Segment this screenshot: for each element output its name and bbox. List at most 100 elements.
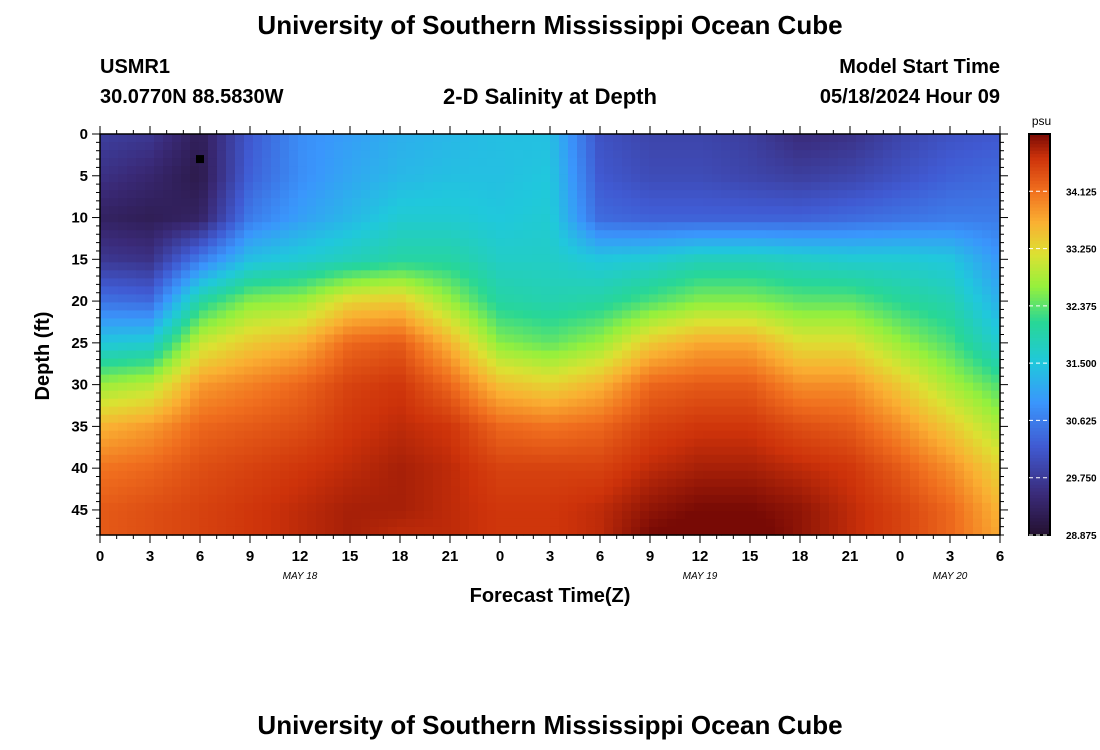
heatmap-cell xyxy=(865,174,875,183)
heatmap-cell xyxy=(802,470,812,480)
heatmap-cell xyxy=(874,486,884,496)
heatmap-cell xyxy=(217,454,227,464)
heatmap-cell xyxy=(136,518,146,528)
heatmap-cell xyxy=(847,174,857,183)
heatmap-cell xyxy=(532,478,542,488)
heatmap-cell xyxy=(865,430,875,440)
heatmap-cell xyxy=(172,430,182,440)
heatmap-cell xyxy=(883,502,893,512)
heatmap-cell xyxy=(532,406,542,416)
heatmap-cell xyxy=(199,222,209,231)
heatmap-cell xyxy=(964,438,974,448)
heatmap-cell xyxy=(271,518,281,528)
heatmap-cell xyxy=(253,430,263,440)
heatmap-cell xyxy=(199,502,209,512)
heatmap-cell xyxy=(946,254,956,263)
heatmap-cell xyxy=(478,142,488,151)
heatmap-cell xyxy=(685,174,695,183)
heatmap-cell xyxy=(208,470,218,480)
heatmap-cell xyxy=(514,406,524,416)
heatmap-cell xyxy=(424,230,434,239)
heatmap-cell xyxy=(865,510,875,520)
heatmap-cell xyxy=(415,438,425,448)
heatmap-cell xyxy=(667,366,677,376)
heatmap-cell xyxy=(730,486,740,496)
heatmap-cell xyxy=(406,526,416,536)
heatmap-cell xyxy=(964,150,974,159)
heatmap-cell xyxy=(721,350,731,360)
heatmap-cell xyxy=(388,366,398,376)
heatmap-cell xyxy=(595,222,605,231)
heatmap-cell xyxy=(613,190,623,199)
heatmap-cell xyxy=(226,342,236,352)
heatmap-cell xyxy=(316,246,326,255)
heatmap-cell xyxy=(127,334,137,344)
heatmap-cell xyxy=(640,390,650,400)
heatmap-cell xyxy=(217,350,227,360)
heatmap-cell xyxy=(424,318,434,328)
heatmap-cell xyxy=(298,454,308,464)
heatmap-cell xyxy=(667,174,677,183)
heatmap-cell xyxy=(163,286,173,295)
heatmap-cell xyxy=(271,278,281,287)
heatmap-cell xyxy=(397,230,407,239)
heatmap-cell xyxy=(505,462,515,472)
heatmap-cell xyxy=(856,286,866,295)
heatmap-cell xyxy=(730,398,740,408)
heatmap-cell xyxy=(208,134,218,143)
heatmap-cell xyxy=(352,150,362,159)
heatmap-cell xyxy=(784,350,794,360)
heatmap-cell xyxy=(127,270,137,279)
heatmap-cell xyxy=(460,462,470,472)
heatmap-cell xyxy=(991,254,1001,263)
heatmap-cell xyxy=(838,270,848,279)
heatmap-cell xyxy=(154,510,164,520)
heatmap-cell xyxy=(793,326,803,336)
heatmap-cell xyxy=(379,374,389,384)
heatmap-cell xyxy=(955,414,965,424)
heatmap-cell xyxy=(640,494,650,504)
heatmap-cell xyxy=(469,374,479,384)
heatmap-cell xyxy=(262,526,272,536)
heatmap-cell xyxy=(370,406,380,416)
heatmap-cell xyxy=(271,302,281,312)
heatmap-cell xyxy=(118,446,128,456)
heatmap-cell xyxy=(829,158,839,167)
heatmap-cell xyxy=(811,302,821,312)
heatmap-cell xyxy=(676,238,686,247)
heatmap-cell xyxy=(424,406,434,416)
heatmap-cell xyxy=(901,366,911,376)
heatmap-cell xyxy=(982,166,992,175)
heatmap-cell xyxy=(388,374,398,384)
heatmap-cell xyxy=(334,398,344,408)
heatmap-cell xyxy=(514,198,524,207)
heatmap-cell xyxy=(874,462,884,472)
heatmap-cell xyxy=(775,462,785,472)
heatmap-cell xyxy=(226,206,236,215)
heatmap-cell xyxy=(487,510,497,520)
heatmap-cell xyxy=(523,246,533,255)
heatmap-cell xyxy=(550,294,560,304)
heatmap-cell xyxy=(352,374,362,384)
heatmap-cell xyxy=(874,166,884,175)
heatmap-cell xyxy=(163,366,173,376)
heatmap-cell xyxy=(865,214,875,223)
heatmap-cell xyxy=(406,358,416,368)
heatmap-cell xyxy=(685,302,695,312)
heatmap-cell xyxy=(280,494,290,504)
heatmap-cell xyxy=(928,438,938,448)
heatmap-cell xyxy=(208,278,218,287)
heatmap-cell xyxy=(172,230,182,239)
heatmap-cell xyxy=(955,446,965,456)
heatmap-cell xyxy=(334,350,344,360)
heatmap-cell xyxy=(478,254,488,263)
heatmap-cell xyxy=(298,342,308,352)
heatmap-cell xyxy=(955,462,965,472)
heatmap-cell xyxy=(622,206,632,215)
heatmap-cell xyxy=(883,438,893,448)
heatmap-cell xyxy=(532,190,542,199)
heatmap-cell xyxy=(685,206,695,215)
heatmap-cell xyxy=(559,246,569,255)
heatmap-cell xyxy=(802,430,812,440)
heatmap-cell xyxy=(757,390,767,400)
